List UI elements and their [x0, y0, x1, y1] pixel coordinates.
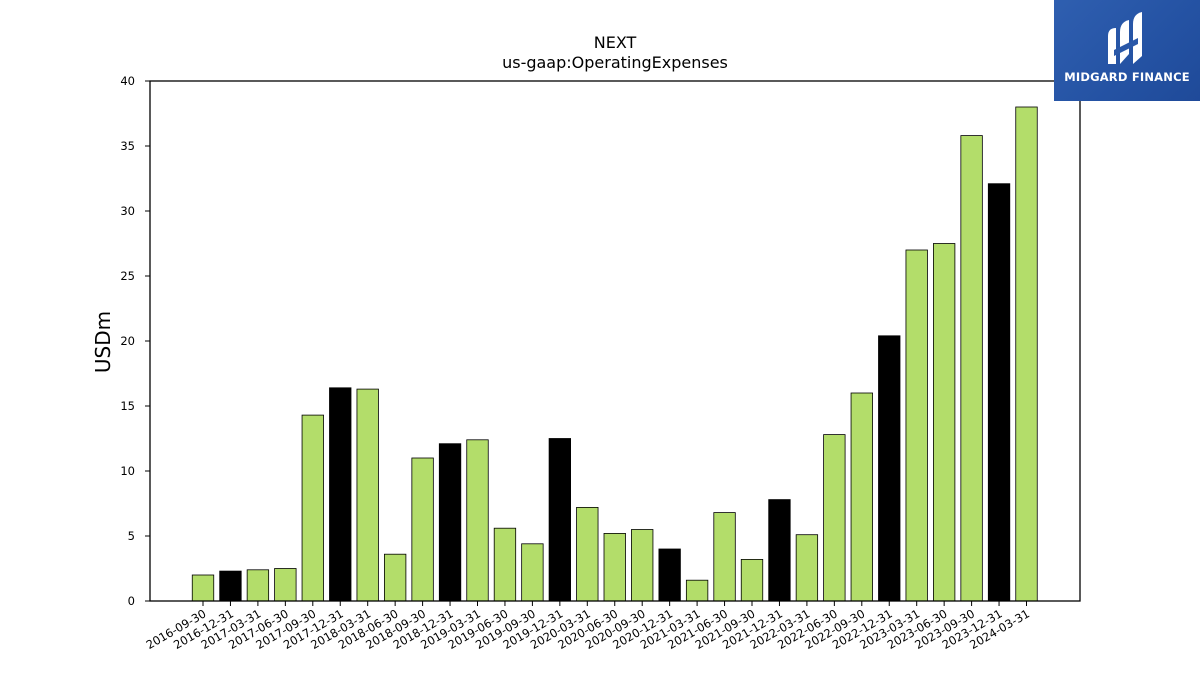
- bar-2021-06-30: [713, 512, 736, 602]
- bar-2024-03-31: [1015, 106, 1038, 602]
- y-axis-label: USDm: [91, 311, 115, 373]
- bar-2021-12-31: [768, 499, 791, 602]
- bar-2022-12-31: [878, 335, 901, 602]
- y-tick-label: 30: [120, 204, 135, 218]
- bar-2018-12-31: [438, 443, 462, 602]
- bar-2019-12-31: [548, 438, 571, 602]
- bar-2017-12-31: [329, 387, 352, 602]
- y-tick-label: 15: [120, 399, 135, 413]
- bar-2017-03-31: [246, 569, 270, 602]
- bar-2016-12-31: [219, 570, 242, 602]
- bar-2019-03-31: [466, 439, 489, 602]
- bar-2019-06-30: [493, 527, 517, 602]
- y-tick-label: 0: [128, 594, 135, 608]
- bar-2017-09-30: [301, 414, 324, 602]
- bar-2022-09-30: [850, 392, 873, 602]
- bar-2020-09-30: [631, 529, 654, 602]
- bar-2023-06-30: [933, 243, 956, 602]
- bar-2023-03-31: [905, 249, 928, 602]
- chart-title: NEXT: [594, 33, 637, 52]
- logo-text: MIDGARD FINANCE: [1064, 70, 1190, 84]
- bar-2021-09-30: [740, 559, 764, 602]
- bar-2020-12-31: [658, 548, 681, 602]
- bar-2016-09-30: [191, 574, 215, 602]
- y-tick-label: 35: [120, 139, 135, 153]
- y-tick-label: 5: [128, 529, 135, 543]
- plot-frame: [149, 80, 1081, 602]
- bar-2023-09-30: [960, 135, 983, 602]
- bar-2020-03-31: [576, 506, 599, 602]
- y-tick-label: 20: [120, 334, 135, 348]
- bar-2021-03-31: [685, 579, 709, 602]
- bar-2018-06-30: [383, 553, 407, 602]
- chart-subtitle: us-gaap:OperatingExpenses: [502, 53, 728, 72]
- bar-2019-09-30: [521, 543, 544, 602]
- bar-2022-03-31: [795, 534, 819, 602]
- bar-2018-09-30: [411, 457, 434, 602]
- y-tick-label: 25: [120, 269, 135, 283]
- bar-2017-06-30: [274, 568, 297, 602]
- y-tick-label: 40: [120, 74, 135, 88]
- midgard-logo-icon: [1108, 12, 1142, 64]
- bar-2018-03-31: [356, 388, 379, 602]
- bars-group: [191, 106, 1038, 602]
- bar-2023-12-31: [987, 183, 1011, 602]
- y-tick-label: 10: [120, 464, 135, 478]
- bar-2020-06-30: [603, 533, 626, 602]
- midgard-finance-logo: MIDGARD FINANCE: [1054, 0, 1200, 101]
- bar-2022-06-30: [823, 434, 846, 602]
- x-axis-ticks: 2016-09-302016-12-312017-03-312017-06-30…: [144, 601, 1032, 652]
- y-axis-ticks: 0 5 10 15 20 25 30 35 40: [120, 74, 150, 608]
